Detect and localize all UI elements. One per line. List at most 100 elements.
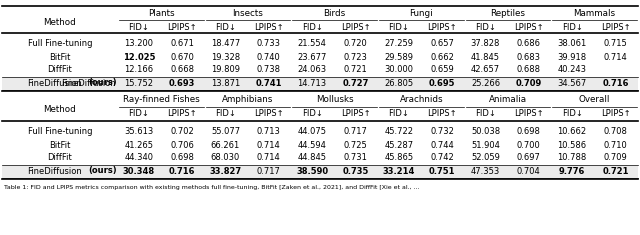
Text: 50.038: 50.038 — [471, 128, 500, 137]
Text: 24.063: 24.063 — [298, 66, 326, 74]
Text: 0.741: 0.741 — [255, 78, 282, 87]
Text: 0.709: 0.709 — [604, 153, 627, 162]
Text: 13.871: 13.871 — [211, 78, 240, 87]
Text: 0.668: 0.668 — [170, 66, 194, 74]
Text: (ours): (ours) — [88, 167, 117, 176]
Text: 0.710: 0.710 — [604, 141, 627, 149]
Text: 44.075: 44.075 — [298, 128, 326, 137]
Text: 30.000: 30.000 — [384, 66, 413, 74]
Text: 0.714: 0.714 — [257, 141, 281, 149]
Text: Mammals: Mammals — [573, 9, 616, 19]
Text: FID↓: FID↓ — [215, 110, 236, 118]
Text: 41.845: 41.845 — [471, 52, 500, 62]
Text: 0.725: 0.725 — [344, 141, 367, 149]
Text: FID↓: FID↓ — [562, 23, 582, 31]
Text: 25.266: 25.266 — [471, 78, 500, 87]
Text: FID↓: FID↓ — [475, 23, 496, 31]
Text: 38.590: 38.590 — [296, 167, 328, 176]
Text: LPIPS↑: LPIPS↑ — [254, 110, 284, 118]
Text: 0.698: 0.698 — [170, 153, 194, 162]
Text: 0.702: 0.702 — [170, 128, 194, 137]
Text: 0.683: 0.683 — [517, 52, 541, 62]
Text: DiffFit: DiffFit — [47, 153, 72, 162]
Text: 0.686: 0.686 — [517, 39, 541, 48]
Text: 0.688: 0.688 — [517, 66, 541, 74]
Text: 66.261: 66.261 — [211, 141, 240, 149]
Text: 55.077: 55.077 — [211, 128, 240, 137]
Text: 0.717: 0.717 — [344, 128, 367, 137]
Text: 0.713: 0.713 — [257, 128, 281, 137]
Text: 0.744: 0.744 — [430, 141, 454, 149]
Text: 45.287: 45.287 — [384, 141, 413, 149]
Text: 18.477: 18.477 — [211, 39, 240, 48]
Text: 0.733: 0.733 — [257, 39, 281, 48]
Text: Fungi: Fungi — [410, 9, 433, 19]
Text: 10.788: 10.788 — [557, 153, 587, 162]
Text: 45.865: 45.865 — [384, 153, 413, 162]
Text: Table 1: FID and LPIPS metrics comparison with existing methods full fine-tuning: Table 1: FID and LPIPS metrics compariso… — [4, 185, 420, 191]
Text: 42.657: 42.657 — [471, 66, 500, 74]
Text: 0.715: 0.715 — [604, 39, 627, 48]
Text: FID↓: FID↓ — [562, 110, 582, 118]
Text: 0.742: 0.742 — [430, 153, 454, 162]
Text: BitFit: BitFit — [49, 52, 70, 62]
Text: 40.243: 40.243 — [557, 66, 587, 74]
Text: LPIPS↑: LPIPS↑ — [167, 110, 197, 118]
Text: LPIPS↑: LPIPS↑ — [601, 110, 630, 118]
Text: Insects: Insects — [232, 9, 264, 19]
Text: 39.918: 39.918 — [557, 52, 587, 62]
Text: 0.704: 0.704 — [517, 167, 541, 176]
Text: LPIPS↑: LPIPS↑ — [514, 23, 543, 31]
Text: FID↓: FID↓ — [129, 110, 149, 118]
Text: (ours): (ours) — [88, 78, 117, 87]
Text: Method: Method — [44, 18, 76, 27]
Text: LPIPS↑: LPIPS↑ — [340, 23, 371, 31]
Text: 0.709: 0.709 — [516, 78, 542, 87]
Text: FID↓: FID↓ — [129, 23, 149, 31]
Text: 33.827: 33.827 — [209, 167, 241, 176]
Text: 21.554: 21.554 — [298, 39, 326, 48]
Text: Overall: Overall — [579, 95, 611, 105]
Text: LPIPS↑: LPIPS↑ — [428, 110, 457, 118]
Text: 0.670: 0.670 — [170, 52, 194, 62]
Bar — [2, 165, 638, 178]
Text: 0.751: 0.751 — [429, 167, 456, 176]
Text: 14.713: 14.713 — [298, 78, 326, 87]
Text: Birds: Birds — [324, 9, 346, 19]
Text: FID↓: FID↓ — [388, 23, 409, 31]
Text: 0.659: 0.659 — [430, 66, 454, 74]
Text: 29.589: 29.589 — [384, 52, 413, 62]
Text: LPIPS↑: LPIPS↑ — [254, 23, 284, 31]
Text: 23.677: 23.677 — [298, 52, 327, 62]
Text: Method: Method — [44, 105, 76, 114]
Text: FID↓: FID↓ — [388, 110, 409, 118]
Text: 38.061: 38.061 — [557, 39, 587, 48]
Text: Full Fine-tuning: Full Fine-tuning — [28, 128, 92, 137]
Text: 30.348: 30.348 — [123, 167, 155, 176]
Text: LPIPS↑: LPIPS↑ — [167, 23, 197, 31]
Text: 9.776: 9.776 — [559, 167, 586, 176]
Text: LPIPS↑: LPIPS↑ — [428, 23, 457, 31]
Text: 33.214: 33.214 — [383, 167, 415, 176]
Text: 13.200: 13.200 — [124, 39, 154, 48]
Text: Plants: Plants — [148, 9, 175, 19]
Text: LPIPS↑: LPIPS↑ — [340, 110, 371, 118]
Text: FID↓: FID↓ — [301, 110, 323, 118]
Text: 0.717: 0.717 — [257, 167, 281, 176]
Text: 19.328: 19.328 — [211, 52, 240, 62]
Text: Reptiles: Reptiles — [490, 9, 525, 19]
Text: 0.714: 0.714 — [257, 153, 281, 162]
Text: 47.353: 47.353 — [471, 167, 500, 176]
Text: Full Fine-tuning: Full Fine-tuning — [28, 39, 92, 48]
Text: Arachnids: Arachnids — [399, 95, 443, 105]
Text: FineDiffusion: FineDiffusion — [28, 78, 82, 87]
Text: 41.265: 41.265 — [124, 141, 154, 149]
Text: 52.059: 52.059 — [471, 153, 500, 162]
Text: 0.738: 0.738 — [257, 66, 281, 74]
Text: 45.722: 45.722 — [384, 128, 413, 137]
Text: 0.716: 0.716 — [602, 78, 628, 87]
Text: 26.805: 26.805 — [384, 78, 413, 87]
Text: 12.166: 12.166 — [124, 66, 154, 74]
Text: FID↓: FID↓ — [215, 23, 236, 31]
Text: 51.904: 51.904 — [471, 141, 500, 149]
